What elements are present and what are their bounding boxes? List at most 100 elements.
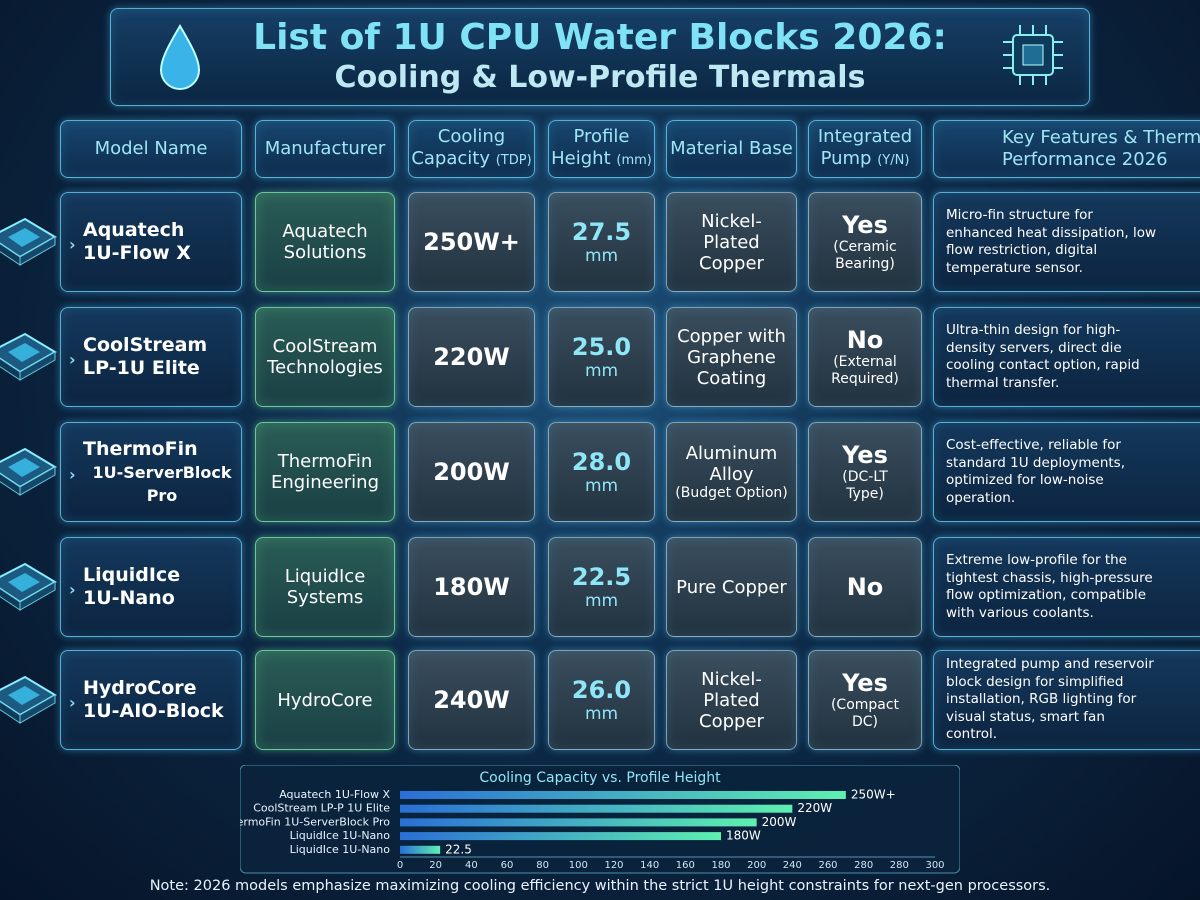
height-cell: 26.0 mm [548,650,655,750]
material: Nickel-Plated Copper [699,210,764,274]
height-value: 28.0 [571,448,632,476]
pump-note: (DC-LT Type) [842,469,888,502]
column-header: Key Features & Thermal Performance 2026 [933,120,1200,178]
height-cell: 25.0 mm [548,307,655,407]
capacity: 180W [433,573,510,601]
chart-title: Cooling Capacity vs. Profile Height [479,770,721,786]
bar-category-label: Aquatech 1U-Flow X [279,788,390,801]
capacity: 220W [433,343,510,371]
manufacturer: HydroCore [277,689,373,711]
column-header: Material Base [666,120,797,178]
column-label: Manufacturer [264,138,386,159]
bar-value-label: 220W [797,801,832,815]
model-variant: 1U-AIO-Block [83,700,224,722]
column-unit: (Y/N) [877,153,910,168]
height-unit: mm [584,704,619,724]
product-thumbnail [0,217,57,266]
model-variant: 1U-ServerBlock Pro [92,462,232,505]
capacity-cell: 250W+ [408,192,535,292]
height-cell: 22.5 mm [548,537,655,637]
bar-value-label: 200W [762,815,797,829]
capacity: 240W [433,686,510,714]
bar-category-label: ThermoFin 1U-ServerBlock Pro [240,815,390,828]
x-tick-label: 200 [747,860,766,871]
x-tick-label: 280 [890,860,909,871]
model-name: HydroCore [83,677,197,699]
material: Nickel-Plated Copper [699,668,764,732]
column-label: Profile Height (mm) [551,126,652,169]
material-cell: Aluminum Alloy (Budget Option) [666,422,797,522]
manufacturer-cell: HydroCore [255,650,395,750]
capacity-cell: 240W [408,650,535,750]
column-label: Key Features & Thermal Performance 2026 [1002,127,1200,170]
manufacturer: Aquatech Solutions [282,221,368,263]
x-tick-label: 300 [925,860,944,871]
features-cell: Cost-effective, reliable for standard 1U… [933,422,1200,522]
model-name: CoolStream [83,334,208,356]
column-unit: (mm) [616,153,652,168]
features-cell: Extreme low-profile for the tightest cha… [933,537,1200,637]
title: List of 1U CPU Water Blocks 2026: [253,17,947,58]
model-variant: 1U-Flow X [83,242,191,264]
bar [400,845,441,854]
pump-cell: Yes (DC-LT Type) [808,422,922,522]
manufacturer: LiquidIce Systems [284,566,366,608]
height-value: 26.0 [571,676,632,704]
manufacturer-cell: Aquatech Solutions [255,192,395,292]
features-cell: Micro-fin structure for enhanced heat di… [933,192,1200,292]
x-tick-label: 20 [429,860,442,871]
column-header: Model Name [60,120,242,178]
column-unit: (TDP) [495,153,532,168]
features-cell: Integrated pump and reservoir block desi… [933,650,1200,750]
manufacturer-cell: CoolStream Technologies [255,307,395,407]
height-unit: mm [584,476,619,496]
capacity: 200W [433,458,510,486]
height-unit: mm [584,361,619,381]
product-thumbnail [0,562,57,611]
model-name: Aquatech [83,219,185,241]
bar [400,818,757,827]
model-variant: 1U-Nano [83,587,175,609]
column-header: Integrated Pump (Y/N) [808,120,922,178]
column-header: Profile Height (mm) [548,120,655,178]
x-tick-label: 260 [818,860,837,871]
features: Extreme low-profile for the tightest cha… [946,552,1153,621]
manufacturer: ThermoFin Engineering [271,451,379,493]
water-drop-icon [159,24,201,90]
product-thumbnail [0,332,57,381]
bar-category-label: CoolStream LP-P 1U Elite [253,802,390,815]
pump-cell: No [808,537,922,637]
x-tick-label: 160 [676,860,695,871]
manufacturer-cell: LiquidIce Systems [255,537,395,637]
bar-category-label: LiquidIce 1U-Nano [290,829,391,842]
features: Cost-effective, reliable for standard 1U… [946,437,1126,506]
bar-value-label: 250W+ [851,788,896,802]
pump-note: (External Required) [831,354,899,387]
height-cell: 28.0 mm [548,422,655,522]
manufacturer-cell: ThermoFin Engineering [255,422,395,522]
bar [400,791,846,799]
height-unit: mm [584,246,619,266]
features: Micro-fin structure for enhanced heat di… [946,207,1157,276]
height-value: 22.5 [571,563,632,591]
x-tick-label: 140 [640,860,659,871]
material-note: (Budget Option) [675,484,788,501]
model-name: LiquidIce [83,564,181,586]
column-label: Integrated Pump (Y/N) [817,126,913,169]
material-cell: Nickel-Plated Copper [666,650,797,750]
bar-value-label: 22.5 [445,842,472,856]
footnote: Note: 2026 models emphasize maximizing c… [149,878,1051,894]
material: Aluminum Alloy [685,442,778,485]
material-cell: Nickel-Plated Copper [666,192,797,292]
pump: Yes [842,441,888,469]
capacity: 250W+ [423,228,520,256]
x-tick-label: 0 [397,860,403,871]
capacity-cell: 200W [408,422,535,522]
x-tick-label: 60 [501,860,514,871]
pump: Yes [842,211,888,239]
bar [400,804,793,813]
